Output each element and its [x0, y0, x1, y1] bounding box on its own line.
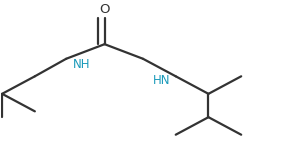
Text: NH: NH — [73, 58, 91, 71]
Text: HN: HN — [153, 74, 170, 87]
Text: O: O — [99, 3, 110, 16]
